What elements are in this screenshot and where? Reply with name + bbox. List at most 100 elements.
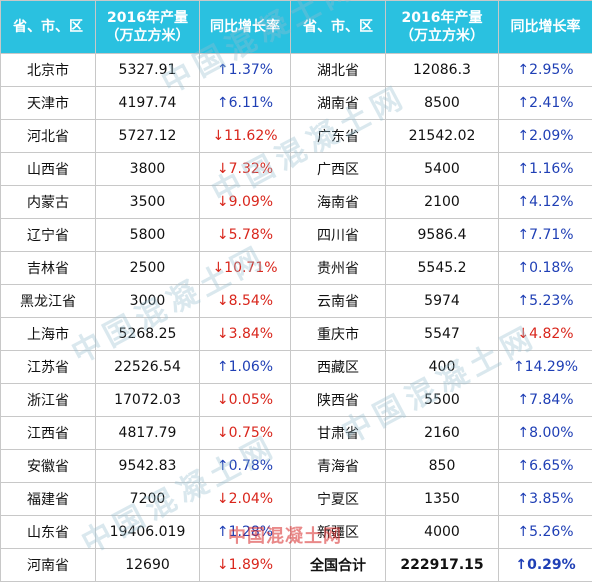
arrow-up-icon: ↑ bbox=[517, 227, 529, 243]
growth-cell-right: ↑7.71% bbox=[499, 219, 592, 252]
arrow-down-icon: ↓ bbox=[217, 293, 229, 309]
growth-cell: ↓0.05% bbox=[200, 384, 291, 417]
arrow-down-icon: ↓ bbox=[217, 425, 229, 441]
region-cell-right: 甘肃省 bbox=[291, 417, 386, 450]
growth-value: 10.71% bbox=[224, 260, 277, 276]
arrow-down-icon: ↓ bbox=[217, 161, 229, 177]
growth-value: 1.37% bbox=[229, 62, 273, 78]
region-cell-right: 海南省 bbox=[291, 186, 386, 219]
region-cell-right: 宁夏区 bbox=[291, 483, 386, 516]
region-cell-right: 贵州省 bbox=[291, 252, 386, 285]
output-cell-right: 4000 bbox=[386, 516, 499, 549]
output-cell-right: 5545.2 bbox=[386, 252, 499, 285]
growth-cell: ↓2.04% bbox=[200, 483, 291, 516]
growth-value: 8.54% bbox=[229, 293, 273, 309]
output-cell-right: 222917.15 bbox=[386, 549, 499, 582]
arrow-up-icon: ↑ bbox=[517, 392, 529, 408]
region-cell-right: 全国合计 bbox=[291, 549, 386, 582]
growth-cell: ↓8.54% bbox=[200, 285, 291, 318]
region-cell: 北京市 bbox=[1, 54, 96, 87]
arrow-up-icon: ↑ bbox=[217, 95, 229, 111]
output-cell-right: 5974 bbox=[386, 285, 499, 318]
output-cell-right: 5400 bbox=[386, 153, 499, 186]
growth-value: 7.84% bbox=[529, 392, 573, 408]
growth-value: 5.23% bbox=[529, 293, 573, 309]
growth-value: 2.41% bbox=[529, 95, 573, 111]
growth-cell: ↓0.75% bbox=[200, 417, 291, 450]
growth-cell-right: ↑7.84% bbox=[499, 384, 592, 417]
growth-cell-right: ↑1.16% bbox=[499, 153, 592, 186]
region-cell-right: 广西区 bbox=[291, 153, 386, 186]
growth-value: 5.78% bbox=[229, 227, 273, 243]
growth-value: 0.05% bbox=[229, 392, 273, 408]
growth-cell-right: ↑14.29% bbox=[499, 351, 592, 384]
arrow-up-icon: ↑ bbox=[517, 161, 529, 177]
growth-cell-right: ↑4.12% bbox=[499, 186, 592, 219]
region-cell: 内蒙古 bbox=[1, 186, 96, 219]
output-cell: 5268.25 bbox=[96, 318, 200, 351]
arrow-down-icon: ↓ bbox=[217, 557, 229, 573]
growth-value: 0.29% bbox=[527, 557, 576, 573]
header-output-right: 2016年产量 （万立方米） bbox=[386, 1, 499, 54]
output-cell-right: 2160 bbox=[386, 417, 499, 450]
arrow-down-icon: ↓ bbox=[217, 392, 229, 408]
arrow-up-icon: ↑ bbox=[517, 293, 529, 309]
growth-cell: ↓11.62% bbox=[200, 120, 291, 153]
output-cell: 5800 bbox=[96, 219, 200, 252]
arrow-up-icon: ↑ bbox=[515, 557, 527, 573]
growth-value: 14.29% bbox=[525, 359, 578, 375]
growth-value: 6.11% bbox=[229, 95, 273, 111]
arrow-up-icon: ↑ bbox=[217, 359, 229, 375]
output-cell: 3500 bbox=[96, 186, 200, 219]
output-cell: 9542.83 bbox=[96, 450, 200, 483]
growth-value: 4.82% bbox=[529, 326, 573, 342]
region-cell: 安徽省 bbox=[1, 450, 96, 483]
output-cell-right: 21542.02 bbox=[386, 120, 499, 153]
growth-cell: ↑1.06% bbox=[200, 351, 291, 384]
region-cell-right: 湖南省 bbox=[291, 87, 386, 120]
region-cell: 江西省 bbox=[1, 417, 96, 450]
growth-cell-right: ↑2.41% bbox=[499, 87, 592, 120]
growth-cell-right: ↑5.23% bbox=[499, 285, 592, 318]
growth-cell-right: ↑5.26% bbox=[499, 516, 592, 549]
growth-cell: ↓10.71% bbox=[200, 252, 291, 285]
arrow-down-icon: ↓ bbox=[217, 491, 229, 507]
arrow-up-icon: ↑ bbox=[517, 128, 529, 144]
arrow-up-icon: ↑ bbox=[517, 458, 529, 474]
output-cell: 12690 bbox=[96, 549, 200, 582]
growth-value: 1.16% bbox=[529, 161, 573, 177]
region-cell: 上海市 bbox=[1, 318, 96, 351]
header-output-right-line2: （万立方米） bbox=[386, 27, 498, 45]
output-cell-right: 8500 bbox=[386, 87, 499, 120]
growth-cell: ↓7.32% bbox=[200, 153, 291, 186]
region-cell-right: 陕西省 bbox=[291, 384, 386, 417]
growth-value: 7.32% bbox=[229, 161, 273, 177]
growth-cell-right: ↑0.18% bbox=[499, 252, 592, 285]
arrow-up-icon: ↑ bbox=[517, 260, 529, 276]
growth-cell: ↑0.78% bbox=[200, 450, 291, 483]
arrow-up-icon: ↑ bbox=[517, 95, 529, 111]
region-cell: 江苏省 bbox=[1, 351, 96, 384]
growth-cell: ↑1.28% bbox=[200, 516, 291, 549]
growth-cell: ↑6.11% bbox=[200, 87, 291, 120]
arrow-up-icon: ↑ bbox=[517, 194, 529, 210]
region-cell-right: 湖北省 bbox=[291, 54, 386, 87]
header-region-right: 省、市、区 bbox=[291, 1, 386, 54]
growth-value: 11.62% bbox=[224, 128, 277, 144]
output-cell: 2500 bbox=[96, 252, 200, 285]
region-cell: 山东省 bbox=[1, 516, 96, 549]
output-cell: 4817.79 bbox=[96, 417, 200, 450]
region-cell: 天津市 bbox=[1, 87, 96, 120]
header-growth-right: 同比增长率 bbox=[499, 1, 592, 54]
growth-value: 5.26% bbox=[529, 524, 573, 540]
header-output: 2016年产量 （万立方米） bbox=[96, 1, 200, 54]
output-cell-right: 5500 bbox=[386, 384, 499, 417]
output-cell: 17072.03 bbox=[96, 384, 200, 417]
